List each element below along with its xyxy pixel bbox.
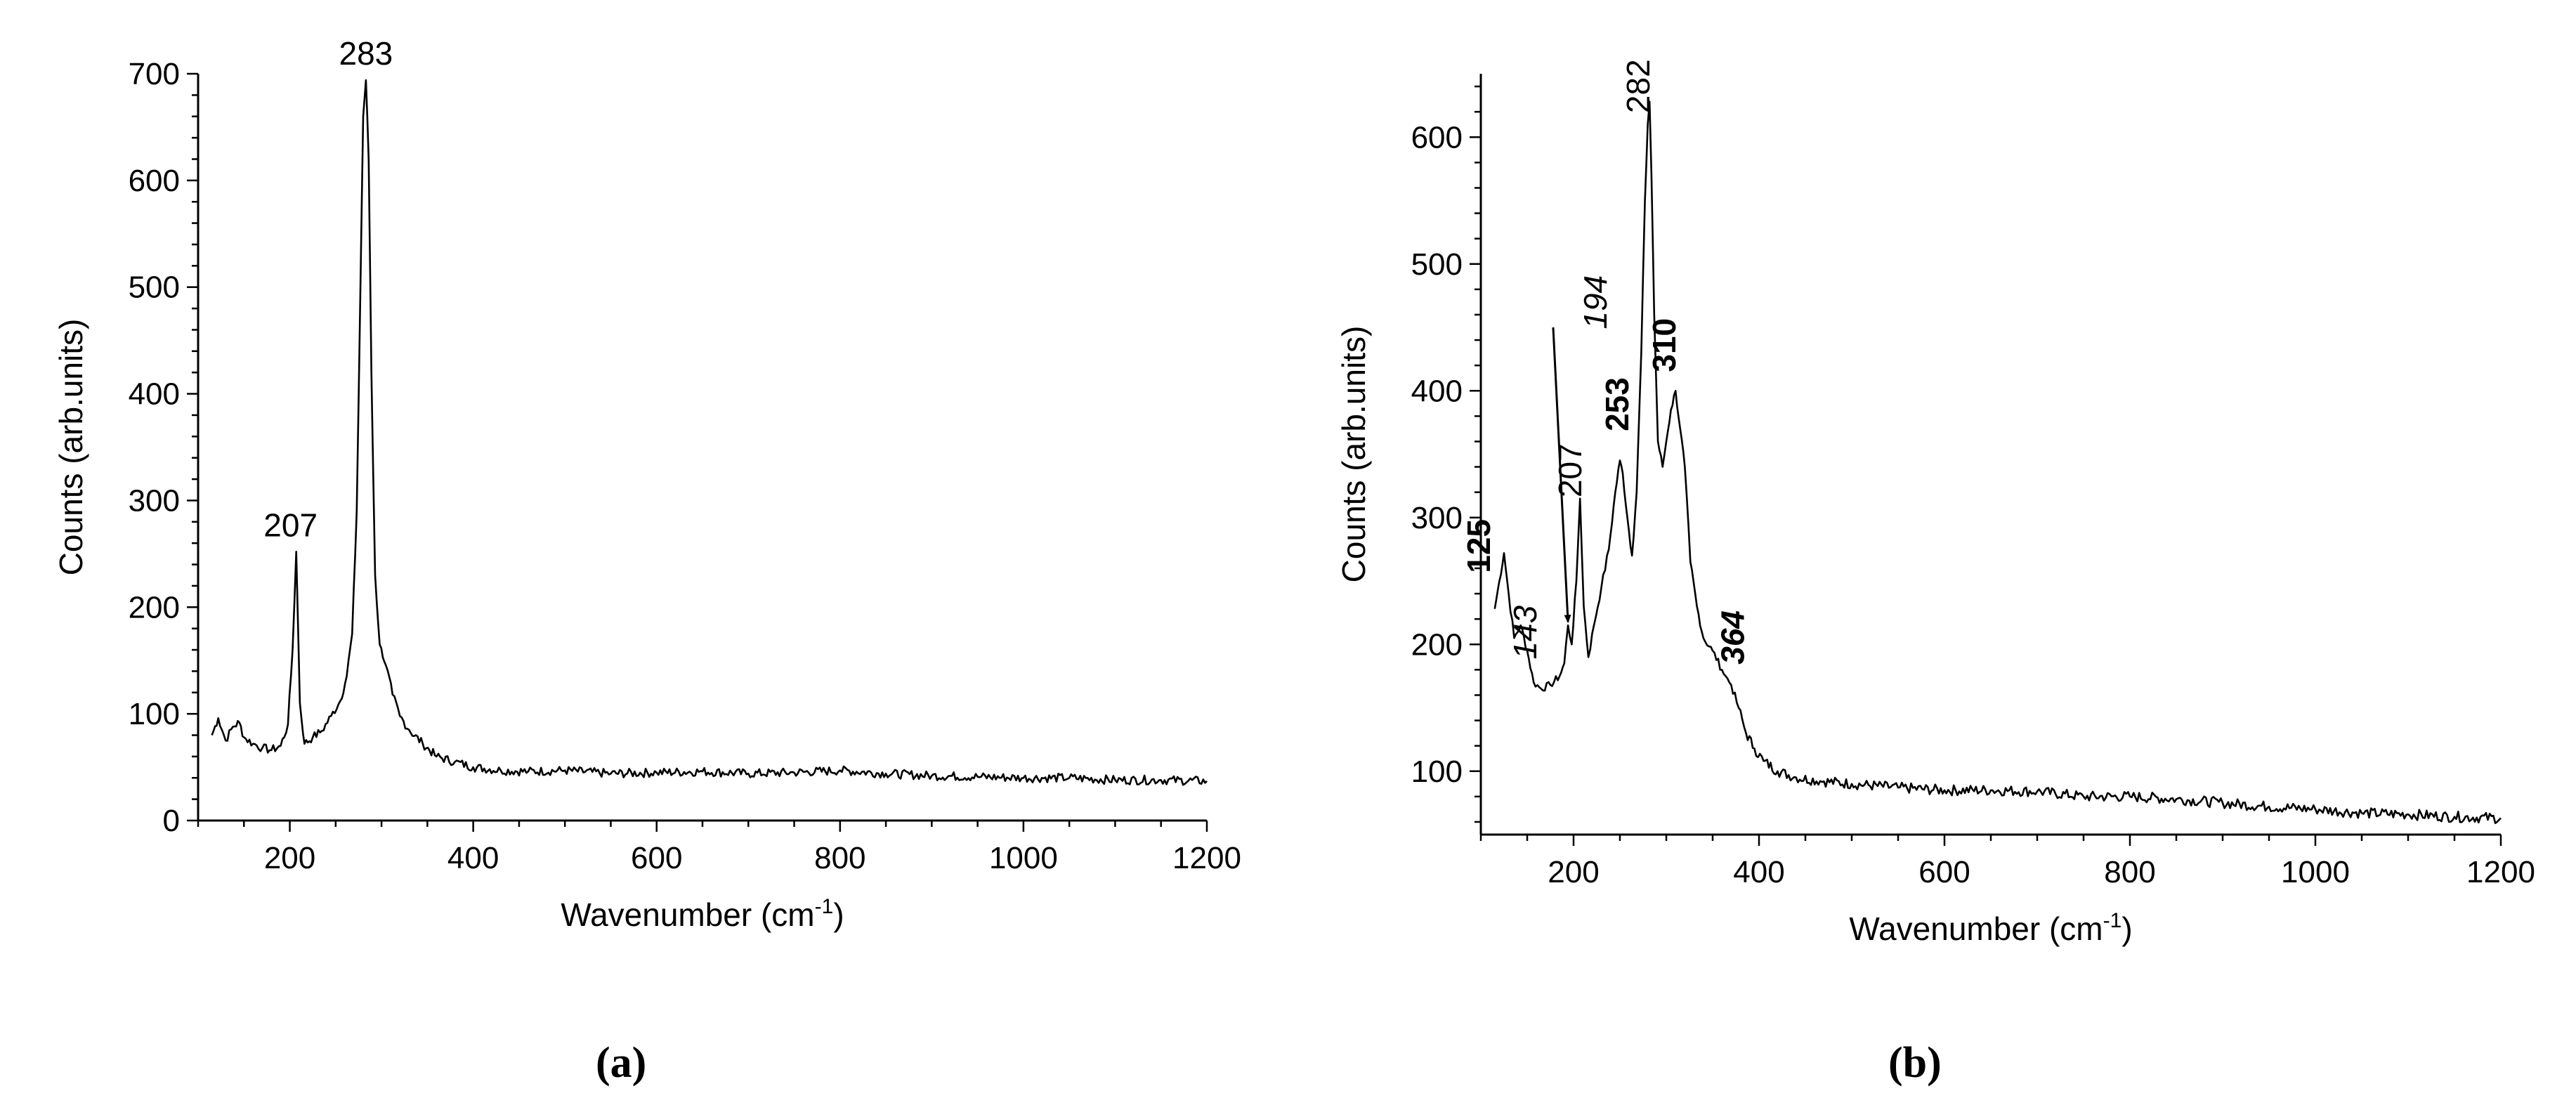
y-tick-label: 100 — [129, 697, 180, 731]
y-tick-label: 500 — [1411, 247, 1463, 282]
x-tick-label: 1200 — [1172, 841, 1241, 875]
y-tick-label: 0 — [163, 804, 180, 838]
series-line — [211, 79, 1208, 786]
peak-label-125: 125 — [1460, 519, 1497, 573]
y-axis-title: Counts (arb.units) — [53, 319, 89, 576]
series-line — [1493, 100, 2502, 824]
y-tick-label: 400 — [1411, 374, 1463, 408]
y-tick-label: 600 — [129, 164, 180, 198]
peak-label-253: 253 — [1599, 377, 1635, 431]
x-tick-label: 1000 — [2281, 855, 2350, 889]
x-tick-label: 400 — [1733, 855, 1784, 889]
y-tick-label: 100 — [1411, 755, 1463, 789]
x-tick-label: 400 — [447, 841, 499, 875]
peak-label-310: 310 — [1646, 318, 1682, 372]
y-tick-label: 700 — [129, 57, 180, 91]
peak-arrow-194 — [1552, 327, 1571, 624]
peak-label-364: 364 — [1714, 610, 1751, 665]
panel-label-a: (a) — [596, 1039, 647, 1087]
y-tick-label: 400 — [129, 377, 180, 412]
y-tick-label: 300 — [129, 483, 180, 518]
panel-label-b: (b) — [1888, 1039, 1942, 1087]
y-tick-label: 500 — [129, 270, 180, 305]
x-axis-title: Wavenumber (cm-1) — [1849, 909, 2132, 947]
x-tick-label: 200 — [1548, 855, 1599, 889]
peak-label-207: 207 — [263, 507, 318, 543]
x-tick-label: 1200 — [2466, 855, 2535, 889]
chart-panel-a: 200 400 600 800 1000 1200 0 100 200 300 400 500 600 7… — [53, 35, 1241, 933]
y-axis-title: Counts (arb.units) — [1335, 326, 1372, 583]
x-tick-label: 800 — [2104, 855, 2155, 889]
y-tick-label: 300 — [1411, 501, 1463, 535]
x-tick-label: 600 — [631, 841, 682, 875]
chart-panel-b: 200 400 600 800 1000 1200 100 200 300 400 500 600 Wa… — [1335, 59, 2535, 947]
peak-label-194: 194 — [1577, 275, 1614, 329]
peak-label-283: 283 — [339, 35, 393, 72]
y-tick-label: 200 — [1411, 627, 1463, 662]
peak-label-143: 143 — [1507, 605, 1543, 659]
x-tick-label: 600 — [1918, 855, 1970, 889]
y-tick-label: 600 — [1411, 120, 1463, 155]
x-tick-label: 800 — [814, 841, 865, 875]
peak-label-282: 282 — [1620, 59, 1656, 113]
y-tick-label: 200 — [129, 590, 180, 625]
x-tick-label: 200 — [264, 841, 315, 875]
peak-label-207: 207 — [1552, 443, 1588, 497]
x-tick-label: 1000 — [989, 841, 1058, 875]
x-axis-title: Wavenumber (cm-1) — [561, 895, 844, 933]
